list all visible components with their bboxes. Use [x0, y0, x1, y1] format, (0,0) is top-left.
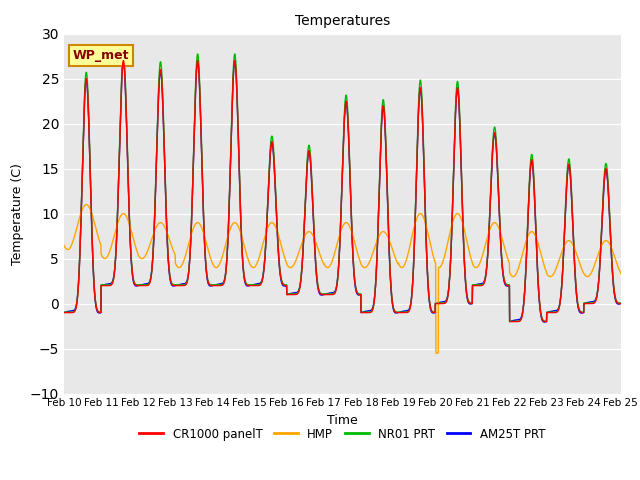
Y-axis label: Temperature (C): Temperature (C): [12, 163, 24, 264]
Text: WP_met: WP_met: [72, 49, 129, 62]
Legend: CR1000 panelT, HMP, NR01 PRT, AM25T PRT: CR1000 panelT, HMP, NR01 PRT, AM25T PRT: [135, 423, 550, 445]
Title: Temperatures: Temperatures: [295, 14, 390, 28]
X-axis label: Time: Time: [327, 414, 358, 427]
